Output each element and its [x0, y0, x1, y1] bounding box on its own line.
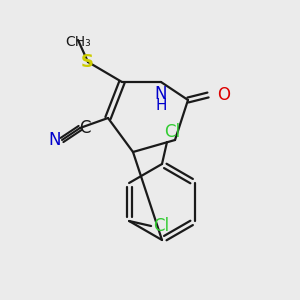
- Text: N: N: [49, 131, 61, 149]
- Text: Cl: Cl: [153, 217, 169, 235]
- Text: N: N: [155, 85, 167, 103]
- Text: C: C: [79, 119, 91, 137]
- Text: H: H: [155, 98, 167, 113]
- Text: O: O: [218, 86, 230, 104]
- Text: CH₃: CH₃: [65, 35, 91, 49]
- Text: Cl: Cl: [164, 123, 180, 141]
- Text: S: S: [80, 53, 94, 71]
